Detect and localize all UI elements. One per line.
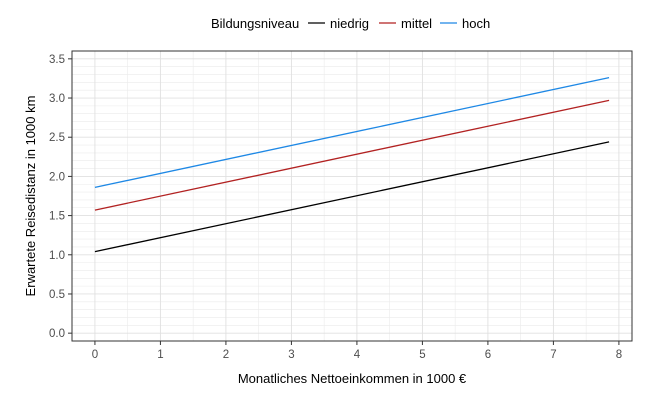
series-lines [94,77,610,253]
minor-gridlines [72,51,632,341]
y-tick-label: 0.0 [49,328,65,340]
legend-label-niedrig: niedrig [330,16,369,31]
y-tick-label: 1.5 [49,211,65,223]
x-tick-label: 7 [550,349,556,361]
legend: Bildungsniveau niedrig mittel hoch [211,16,490,31]
x-tick-label: 5 [419,349,425,361]
y-axis-title: Erwartete Reisedistanz in 1000 km [23,96,38,297]
y-axis-ticks: 0.0 0.5 1.0 1.5 2.0 2.5 3.0 3.5 [49,54,72,340]
legend-title: Bildungsniveau [211,16,299,31]
series-line-niedrig [94,141,610,253]
y-tick-label: 2.5 [49,132,65,144]
x-axis-ticks: 0 1 2 3 4 5 6 7 8 [92,341,622,361]
y-tick-label: 3.5 [49,54,65,66]
x-tick-label: 8 [616,349,622,361]
major-gridlines [72,51,632,341]
series-line-hoch [94,77,610,189]
plot-area [72,51,632,341]
series-line-mittel [94,99,610,211]
x-tick-label: 0 [92,349,98,361]
y-tick-label: 3.0 [49,93,65,105]
x-tick-label: 3 [288,349,294,361]
x-tick-label: 2 [223,349,229,361]
x-tick-label: 6 [485,349,491,361]
y-tick-label: 1.0 [49,250,65,262]
legend-label-mittel: mittel [401,16,432,31]
x-tick-label: 4 [354,349,361,361]
x-axis-title: Monatliches Nettoeinkommen in 1000 € [238,371,467,386]
legend-label-hoch: hoch [462,16,490,31]
y-tick-label: 2.0 [49,171,65,183]
x-tick-label: 1 [157,349,163,361]
plot-border [71,50,633,342]
y-tick-label: 0.5 [49,289,65,301]
